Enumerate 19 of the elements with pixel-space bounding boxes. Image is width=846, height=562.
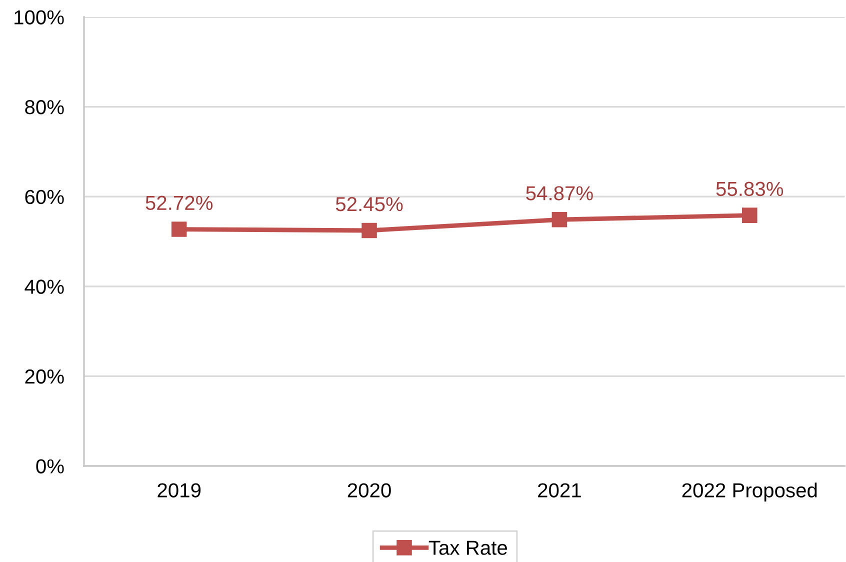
x-tick-label: 2020 [348, 483, 391, 498]
legend-label: Tax Rate [428, 540, 507, 555]
x-tick-label: 2019 [158, 483, 201, 498]
point [171, 222, 187, 237]
data-label: 52.45% [336, 196, 403, 212]
y-tick-label: 20% [25, 369, 64, 384]
y-tick-label: 60% [25, 190, 64, 204]
y-tick-label: 100% [14, 10, 64, 24]
x-tick-label: 2022 Proposed [682, 482, 817, 502]
y-tick-label: 40% [24, 280, 64, 294]
y-tick-label: 0% [36, 459, 64, 474]
y-tick-label: 80% [25, 100, 64, 114]
x-tick-label: 2021 [538, 483, 581, 498]
point [552, 212, 568, 228]
data-label: 55.83% [716, 182, 784, 196]
data-label: 52.72% [146, 196, 213, 210]
point [362, 222, 377, 238]
data-label: 54.87% [526, 186, 593, 200]
point [742, 208, 758, 223]
